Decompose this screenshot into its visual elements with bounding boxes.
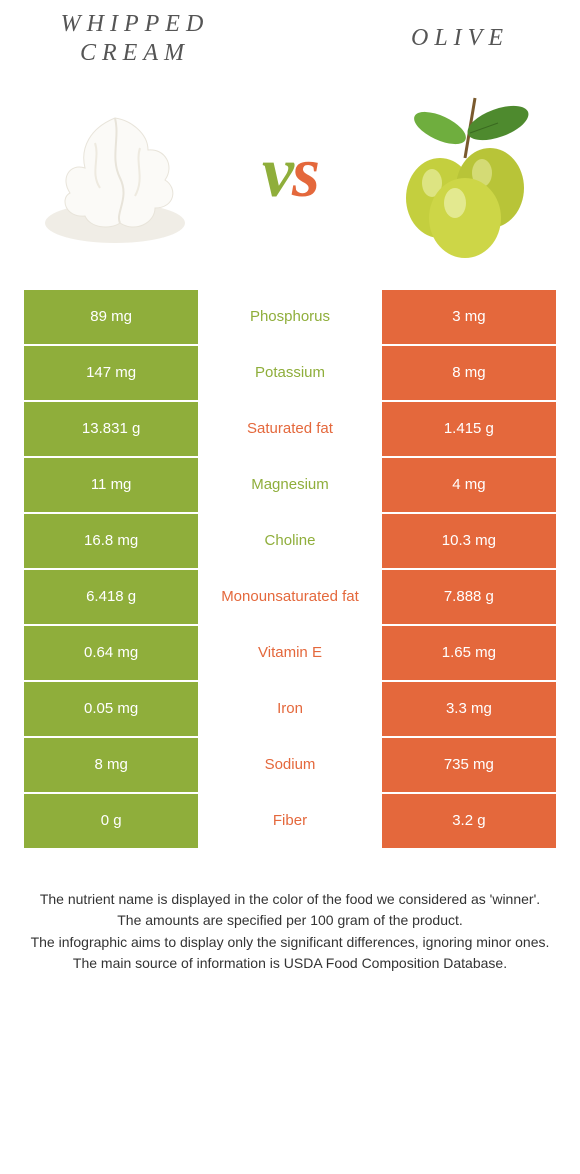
footer-notes: The nutrient name is displayed in the co… xyxy=(30,890,550,974)
title-left: Whipped cream xyxy=(30,10,240,68)
table-row: 13.831 gSaturated fat1.415 g xyxy=(24,402,556,456)
left-value: 13.831 g xyxy=(24,402,198,456)
nutrient-name: Monounsaturated fat xyxy=(200,570,380,624)
nutrient-name: Potassium xyxy=(200,346,380,400)
right-value: 3.3 mg xyxy=(382,682,556,736)
left-value: 0.05 mg xyxy=(24,682,198,736)
left-value: 8 mg xyxy=(24,738,198,792)
right-value: 4 mg xyxy=(382,458,556,512)
nutrient-name: Vitamin E xyxy=(200,626,380,680)
table-row: 147 mgPotassium8 mg xyxy=(24,346,556,400)
footer-line: The amounts are specified per 100 gram o… xyxy=(30,911,550,931)
right-value: 1.65 mg xyxy=(382,626,556,680)
table-row: 6.418 gMonounsaturated fat7.888 g xyxy=(24,570,556,624)
right-value: 3 mg xyxy=(382,290,556,344)
table-row: 16.8 mgCholine10.3 mg xyxy=(24,514,556,568)
footer-line: The infographic aims to display only the… xyxy=(30,933,550,953)
table-row: 89 mgPhosphorus3 mg xyxy=(24,290,556,344)
right-value: 1.415 g xyxy=(382,402,556,456)
left-value: 11 mg xyxy=(24,458,198,512)
right-value: 7.888 g xyxy=(382,570,556,624)
whipped-cream-icon xyxy=(30,88,200,258)
nutrient-name: Sodium xyxy=(200,738,380,792)
nutrient-name: Iron xyxy=(200,682,380,736)
left-value: 16.8 mg xyxy=(24,514,198,568)
nutrient-name: Magnesium xyxy=(200,458,380,512)
table-row: 11 mgMagnesium4 mg xyxy=(24,458,556,512)
left-value: 0 g xyxy=(24,794,198,848)
nutrient-table: 89 mgPhosphorus3 mg147 mgPotassium8 mg13… xyxy=(22,288,558,850)
table-row: 8 mgSodium735 mg xyxy=(24,738,556,792)
images-row: vs xyxy=(0,68,580,288)
nutrient-name: Phosphorus xyxy=(200,290,380,344)
left-value: 147 mg xyxy=(24,346,198,400)
nutrient-name: Saturated fat xyxy=(200,402,380,456)
left-value: 0.64 mg xyxy=(24,626,198,680)
table-row: 0 gFiber3.2 g xyxy=(24,794,556,848)
footer-line: The main source of information is USDA F… xyxy=(30,954,550,974)
vs-label: vs xyxy=(262,131,318,214)
left-value: 89 mg xyxy=(24,290,198,344)
right-value: 3.2 g xyxy=(382,794,556,848)
header: Whipped cream Olive xyxy=(0,0,580,68)
footer-line: The nutrient name is displayed in the co… xyxy=(30,890,550,910)
table-row: 0.05 mgIron3.3 mg xyxy=(24,682,556,736)
nutrient-name: Fiber xyxy=(200,794,380,848)
title-right: Olive xyxy=(370,24,550,53)
right-value: 8 mg xyxy=(382,346,556,400)
olive-icon xyxy=(380,88,550,258)
right-value: 735 mg xyxy=(382,738,556,792)
right-value: 10.3 mg xyxy=(382,514,556,568)
nutrient-name: Choline xyxy=(200,514,380,568)
table-row: 0.64 mgVitamin E1.65 mg xyxy=(24,626,556,680)
left-value: 6.418 g xyxy=(24,570,198,624)
